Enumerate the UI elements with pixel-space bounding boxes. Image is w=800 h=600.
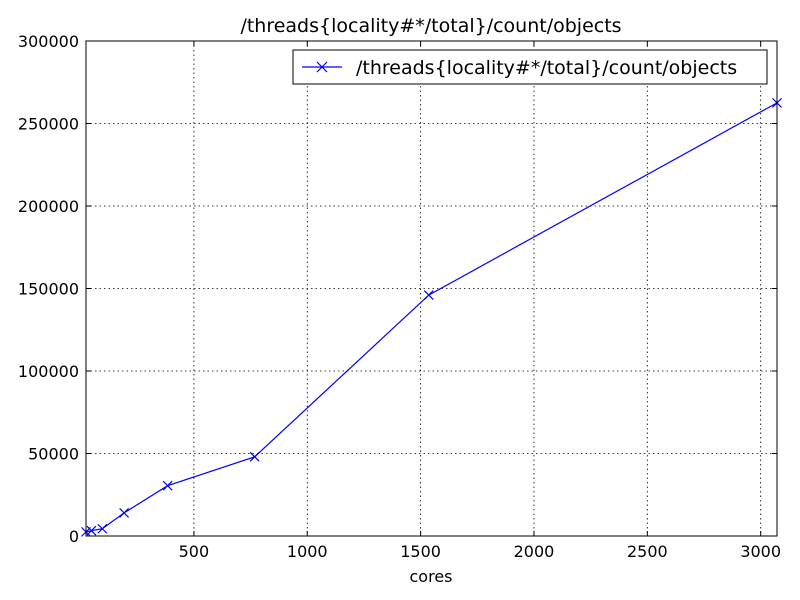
legend-box — [292, 49, 768, 85]
legend: /threads{locality#*/total}/count/objects — [292, 49, 768, 85]
data-point-marker — [249, 451, 260, 462]
legend-entry-label: /threads{locality#*/total}/count/objects — [356, 57, 737, 79]
data-point-marker — [97, 523, 108, 534]
y-tick-label: 100000 — [18, 362, 79, 381]
y-tick-label: 50000 — [28, 445, 79, 464]
x-axis-label: cores — [410, 567, 453, 586]
data-point-marker — [162, 480, 173, 491]
y-tick-label: 0 — [69, 527, 79, 546]
chart-title: /threads{locality#*/total}/count/objects — [240, 15, 621, 37]
y-tick-label: 250000 — [18, 115, 79, 134]
x-tick-label: 500 — [179, 542, 210, 561]
y-tick-label: 200000 — [18, 197, 79, 216]
axis-ticks: 500 1000 1500 2000 2500 3000 0 50000 100000 15000… — [18, 32, 781, 561]
x-tick-label: 3000 — [740, 542, 781, 561]
y-tick-label: 150000 — [18, 280, 79, 299]
x-tick-label: 1000 — [287, 542, 328, 561]
data-point-marker — [423, 290, 434, 301]
x-tick-label: 1500 — [400, 542, 441, 561]
legend-marker-icon — [316, 61, 328, 73]
data-point-marker — [86, 525, 97, 536]
y-tick-label: 300000 — [18, 32, 79, 51]
data-series — [81, 97, 782, 537]
x-tick-label: 2000 — [514, 542, 555, 561]
series-line — [85, 102, 778, 533]
grid-lines — [86, 41, 777, 536]
data-point-marker — [119, 507, 130, 518]
x-tick-label: 2500 — [627, 542, 668, 561]
